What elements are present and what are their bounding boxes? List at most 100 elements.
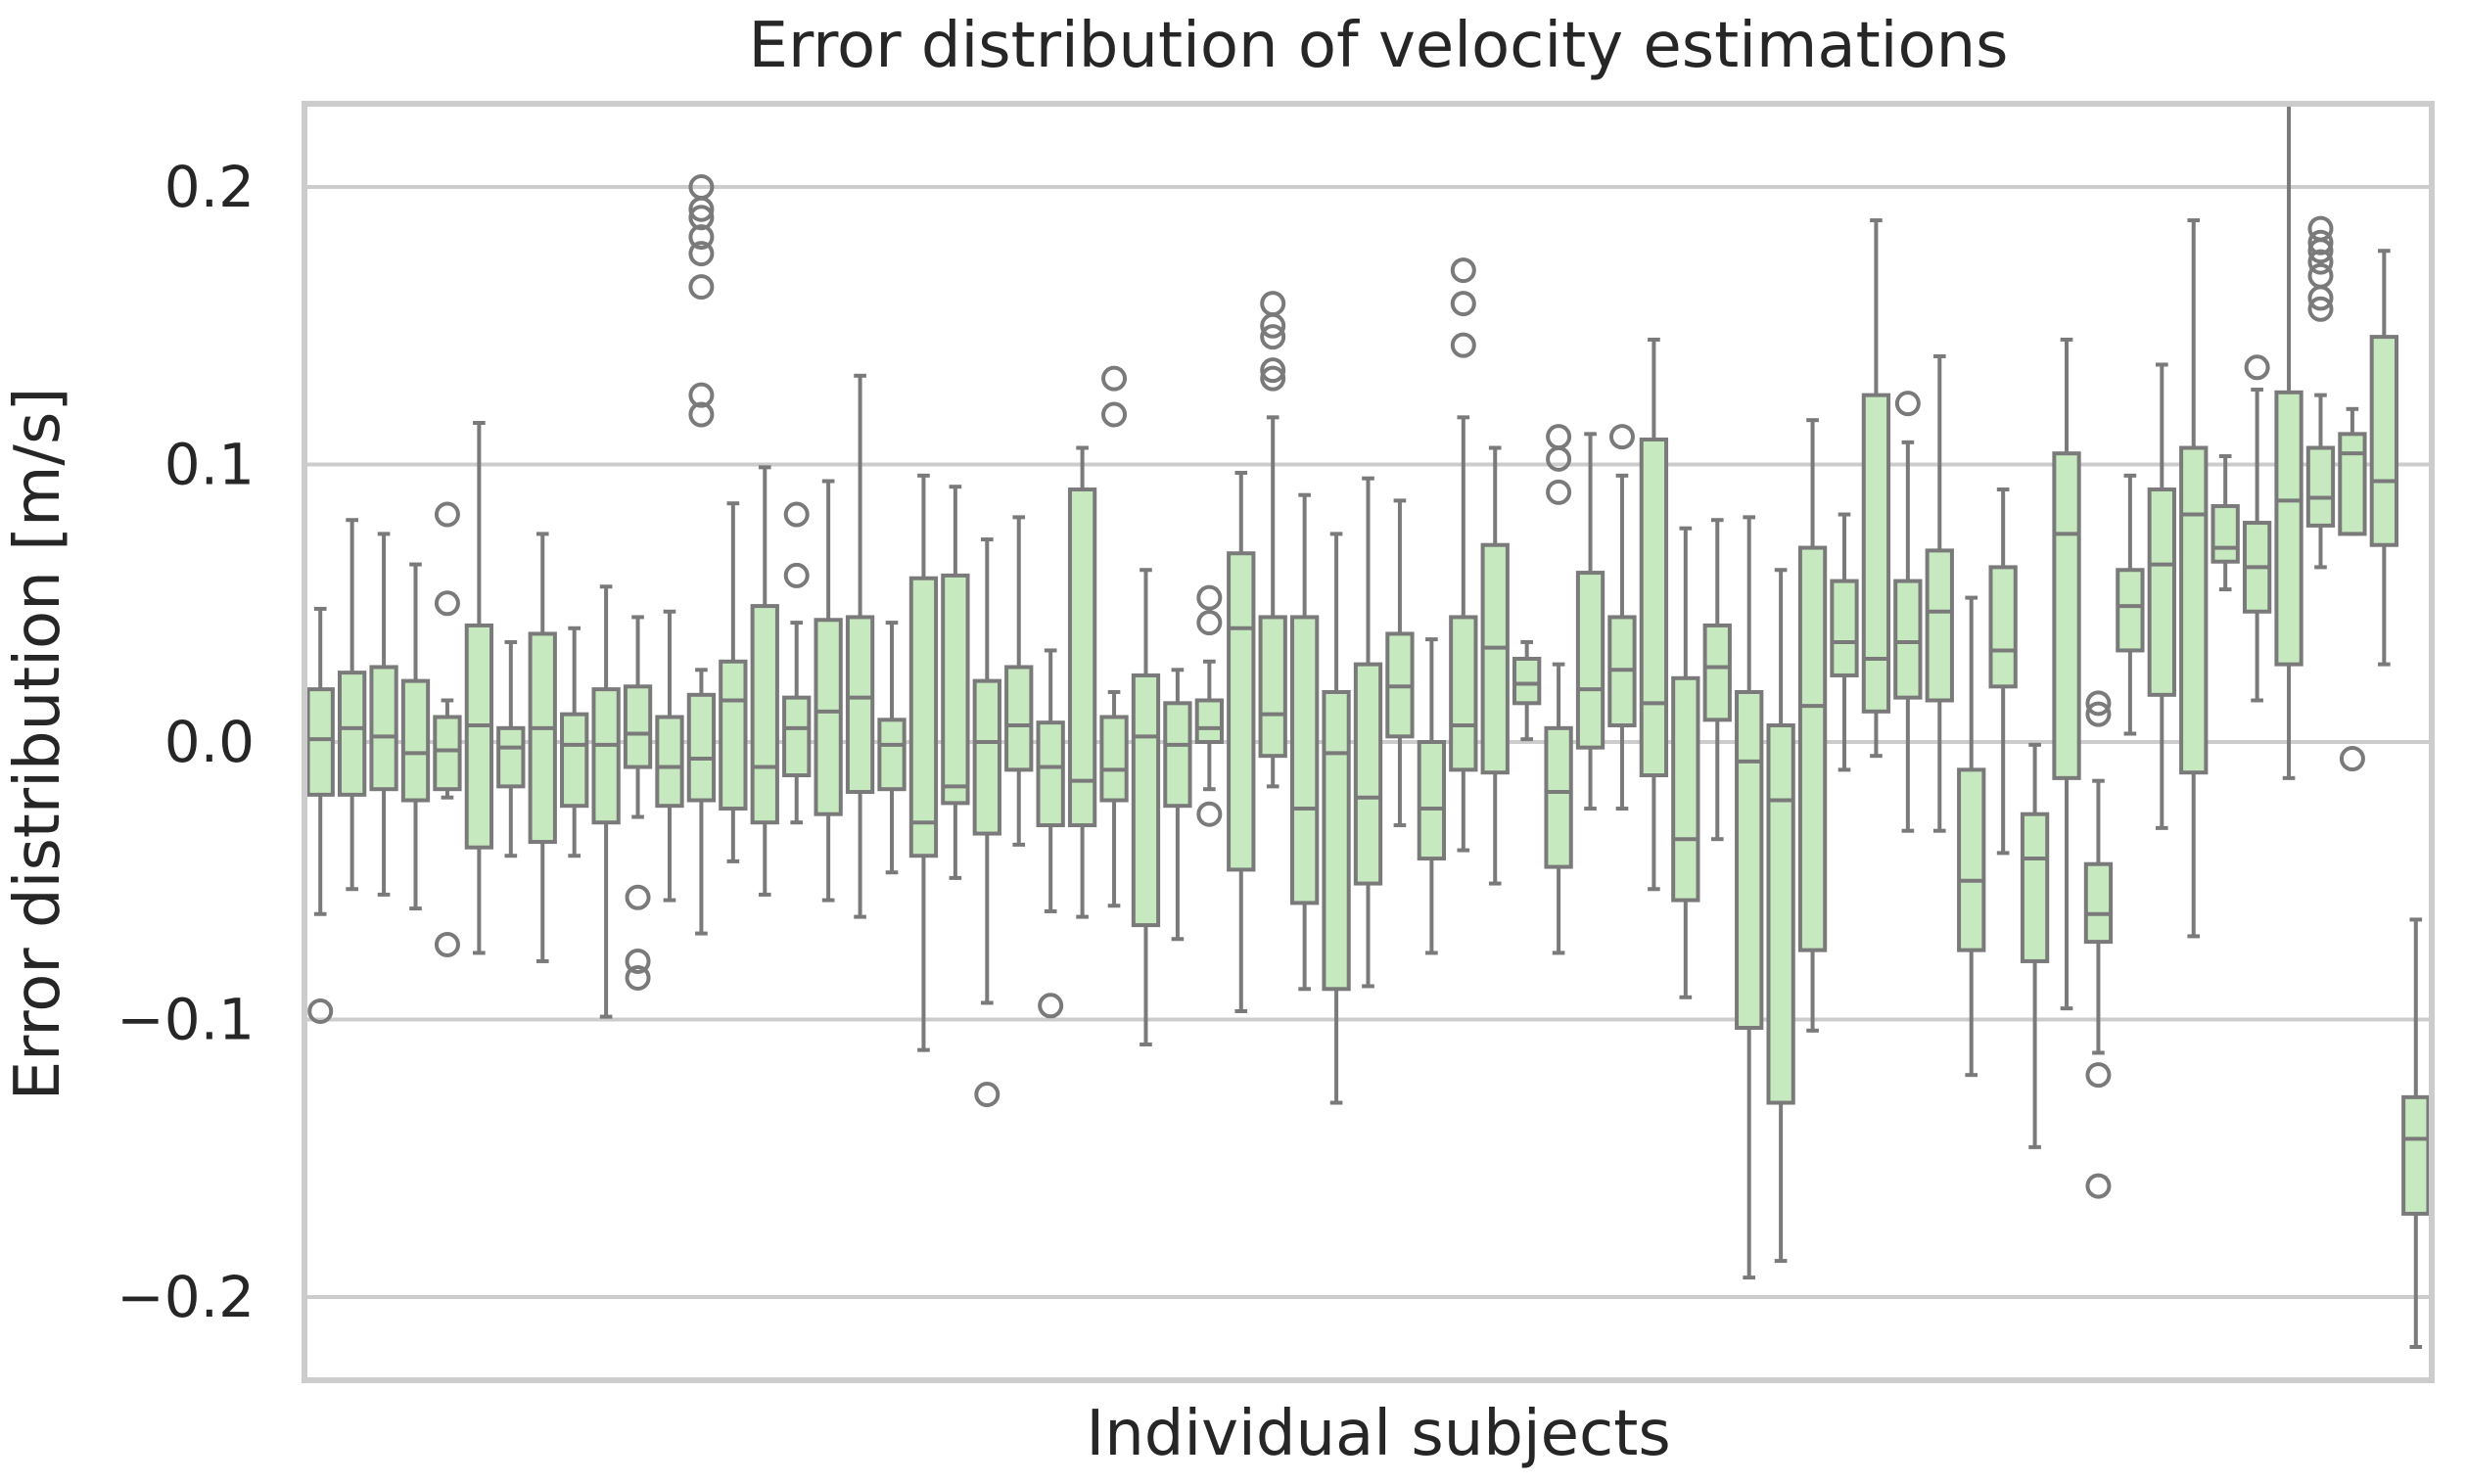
iqr-box (2116, 568, 2145, 653)
iqr-box (2338, 432, 2367, 536)
outlier-point (688, 224, 715, 251)
iqr-box (1575, 571, 1605, 750)
chart-title: Error distribution of velocity estimatio… (749, 10, 2009, 82)
outlier-point (2307, 249, 2334, 275)
box-45 (1702, 518, 1732, 842)
iqr-box (908, 576, 939, 858)
y-tick-label: 0.1 (164, 432, 255, 498)
box-10 (591, 584, 621, 1019)
outlier-point (625, 884, 651, 910)
box-39 (1512, 639, 1542, 742)
box-37 (1449, 257, 1478, 853)
outlier-point (625, 964, 651, 991)
outlier-point (2307, 229, 2334, 255)
box-11 (623, 615, 653, 991)
iqr-box (1861, 393, 1891, 714)
box-49 (1830, 512, 1859, 772)
iqr-box (1004, 665, 1034, 772)
box-59 (2147, 362, 2176, 830)
iqr-box (845, 615, 875, 795)
iqr-box (1893, 579, 1923, 700)
iqr-box (686, 692, 717, 803)
iqr-box (1766, 722, 1795, 1105)
box-17 (814, 479, 843, 903)
iqr-box (560, 712, 589, 809)
iqr-box (719, 659, 748, 812)
iqr-box (1036, 720, 1065, 828)
iqr-box (782, 695, 812, 778)
box-15 (750, 465, 779, 897)
iqr-box (400, 678, 431, 803)
outlier-point (625, 948, 651, 974)
box-62 (2242, 354, 2272, 703)
iqr-box (655, 715, 684, 809)
box-12 (655, 609, 684, 903)
outlier-point (2085, 1062, 2112, 1089)
box-36 (1417, 637, 1447, 955)
y-tick-labels: 0.2 0.1 0.0 −0.1 −0.2 (116, 154, 255, 1330)
outlier-point (2085, 690, 2112, 717)
box-30 (1227, 471, 1256, 1013)
box-32 (1289, 492, 1320, 992)
outlier-point (783, 501, 810, 528)
x-axis-label: Individual subjects (1086, 1398, 1670, 1470)
iqr-box (305, 687, 335, 797)
box-6 (464, 421, 494, 955)
iqr-box (2210, 504, 2240, 564)
outlier-point (1450, 291, 1476, 317)
box-29 (1194, 584, 1224, 827)
iqr-box (2147, 487, 2176, 697)
iqr-box (814, 618, 843, 816)
box-43 (1639, 337, 1669, 892)
outlier-point (1608, 424, 1635, 450)
outlier-point (1101, 365, 1128, 392)
box-28 (1163, 668, 1192, 942)
box-22 (972, 537, 1001, 1108)
iqr-box (1289, 615, 1320, 905)
iqr-box (1512, 656, 1542, 706)
y-tick-label: 0.2 (164, 154, 255, 220)
outlier-point (2244, 354, 2270, 381)
iqr-box (1702, 623, 1732, 722)
iqr-box (338, 671, 367, 797)
box-44 (1671, 526, 1700, 999)
iqr-box (1544, 725, 1573, 869)
box-53 (1957, 595, 1986, 1078)
box-64 (2305, 215, 2336, 570)
box-48 (1797, 418, 1828, 1033)
outlier-point (434, 501, 460, 528)
box-16 (782, 501, 812, 825)
outlier-point (1101, 401, 1128, 428)
iqr-box (2274, 390, 2303, 667)
box-24 (1036, 648, 1065, 1019)
box-38 (1480, 445, 1510, 886)
iqr-box (2305, 445, 2336, 528)
iqr-box (2083, 861, 2114, 945)
outlier-point (688, 274, 715, 301)
box-63 (2274, 107, 2303, 780)
outlier-point (688, 205, 715, 231)
box-52 (1925, 353, 1954, 833)
outlier-point (688, 382, 715, 408)
box-2 (338, 518, 367, 892)
box-60 (2179, 218, 2209, 939)
outlier-point (1260, 312, 1286, 339)
iqr-box (1099, 715, 1129, 803)
box-42 (1607, 424, 1637, 812)
y-tick-label: −0.1 (116, 986, 255, 1052)
iqr-box (1671, 675, 1700, 903)
outlier-point (307, 997, 334, 1024)
outlier-point (434, 931, 460, 957)
outlier-point (1196, 801, 1223, 827)
iqr-box (1639, 438, 1669, 778)
boxes (305, 107, 2431, 1349)
iqr-box (2052, 451, 2081, 780)
outlier-point (688, 241, 715, 267)
box-50 (1861, 218, 1891, 759)
box-55 (2020, 742, 2050, 1149)
iqr-box (1449, 615, 1478, 772)
iqr-box (528, 631, 557, 845)
iqr-box (1957, 767, 1986, 952)
box-9 (560, 626, 589, 858)
box-18 (845, 373, 875, 919)
